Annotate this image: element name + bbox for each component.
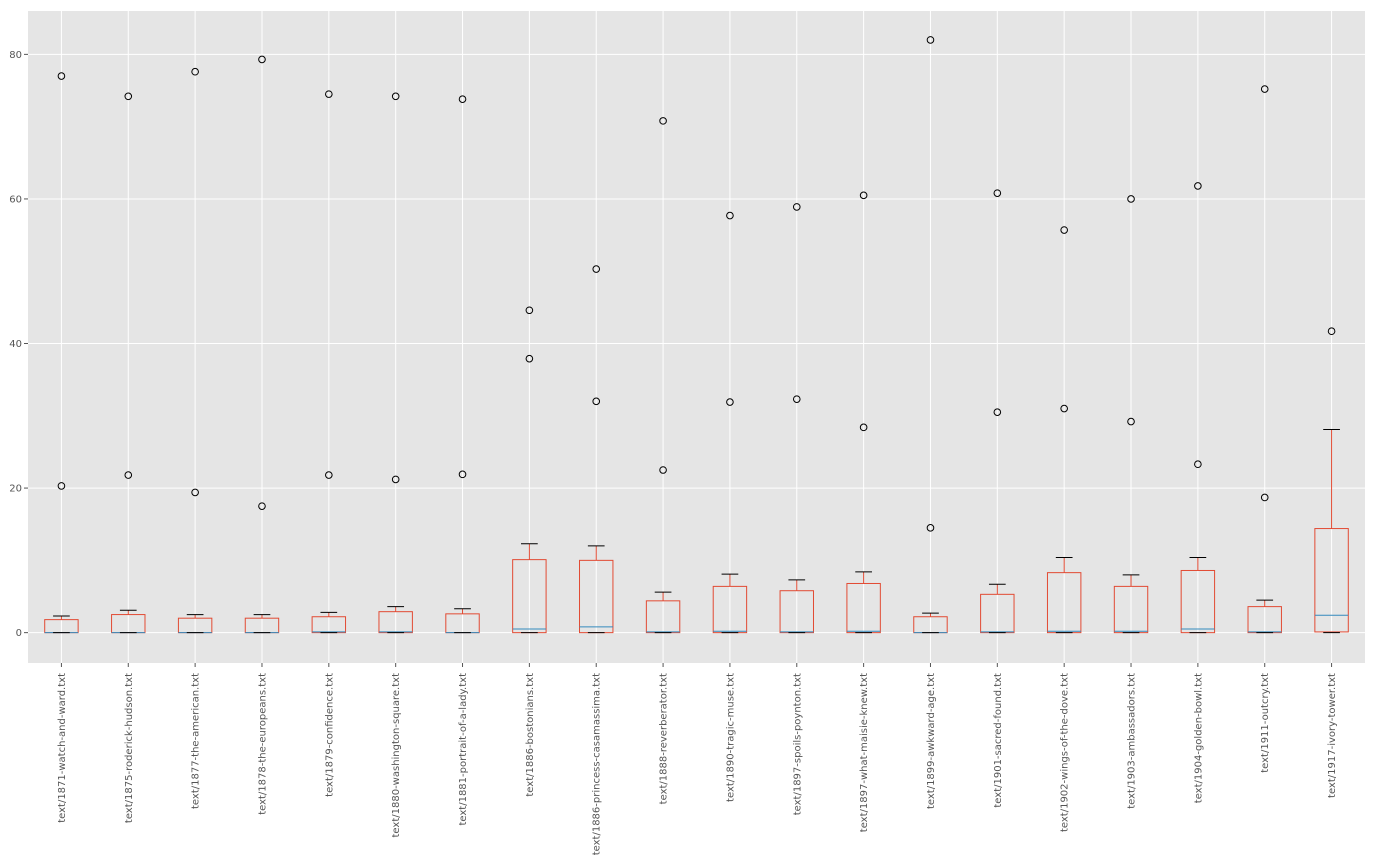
x-tick-label: text/1901-sacred-found.txt xyxy=(993,673,1004,808)
box-group xyxy=(846,191,881,634)
box-group xyxy=(1046,226,1082,634)
flier-point xyxy=(124,471,133,479)
x-tick-label: text/1879-confidence.txt xyxy=(324,673,335,797)
x-tick-label: text/1899-awkward-age.txt xyxy=(926,673,937,809)
flier-point xyxy=(1127,195,1135,203)
x-tick-label: text/1878-the-europeans.txt xyxy=(257,673,268,815)
flier-point xyxy=(659,466,667,474)
x-tick-label: text/1917-ivory-tower.txt xyxy=(1327,673,1338,798)
x-tick-label: text/1904-golden-bowl.txt xyxy=(1193,673,1204,803)
flier-point xyxy=(1260,493,1269,502)
flier-point xyxy=(792,203,801,211)
box-group xyxy=(512,306,547,634)
box xyxy=(1314,528,1349,633)
box-group xyxy=(913,36,948,634)
flier-point xyxy=(258,55,266,64)
flier-point xyxy=(1327,327,1336,336)
x-tick-label: text/1897-what-maisie-knew.txt xyxy=(859,673,870,832)
x-tick-label: text/1877-the-american.txt xyxy=(191,673,202,809)
flier-point xyxy=(458,95,467,103)
flier-point xyxy=(1194,460,1202,469)
x-tick-label: text/1881-portrait-of-a-lady.txt xyxy=(458,673,469,826)
flier-point xyxy=(325,471,333,479)
box-group xyxy=(311,90,347,634)
flier-point xyxy=(525,306,534,315)
x-tick-label: text/1911-outcry.txt xyxy=(1260,673,1271,773)
flier-point xyxy=(859,423,868,432)
flier-point xyxy=(325,90,333,98)
y-tick-label: 80 xyxy=(9,50,22,61)
flier-point xyxy=(391,475,400,484)
flier-point xyxy=(1060,404,1068,413)
flier-point xyxy=(57,72,66,80)
x-tick-label: text/1897-spoils-poynton.txt xyxy=(792,673,803,815)
flier-point xyxy=(592,265,601,273)
box-group xyxy=(645,117,681,634)
flier-point xyxy=(525,354,534,363)
box-group xyxy=(579,265,614,634)
box-group xyxy=(1314,327,1349,634)
flier-point xyxy=(191,67,199,76)
flier-point xyxy=(926,36,935,44)
plot-panel xyxy=(28,11,1365,663)
flier-point xyxy=(926,524,935,532)
flier-point xyxy=(391,92,400,101)
x-tick-label: text/1886-princess-casamassima.txt xyxy=(592,673,603,855)
flier-point xyxy=(258,502,266,510)
y-tick-label: 60 xyxy=(9,194,22,205)
flier-point xyxy=(993,189,1002,197)
flier-point xyxy=(1127,417,1135,426)
x-tick-label: text/1903-ambassadors.txt xyxy=(1127,673,1138,809)
flier-point xyxy=(1260,85,1269,93)
box-group xyxy=(44,72,79,634)
box-group xyxy=(1247,85,1282,634)
box-group xyxy=(1180,182,1216,634)
x-tick-label: text/1875-roderick-hudson.txt xyxy=(124,673,135,823)
x-tick-label: text/1890-tragic-muse.txt xyxy=(725,673,736,802)
flier-point xyxy=(57,482,66,490)
flier-point xyxy=(1060,226,1068,234)
y-tick-label: 40 xyxy=(9,339,22,350)
y-tick-label: 0 xyxy=(16,628,22,639)
x-tick-label: text/1886-bostonians.txt xyxy=(525,673,536,797)
flier-point xyxy=(726,211,734,220)
flier-point xyxy=(1194,182,1202,190)
box-group xyxy=(712,211,748,634)
flier-point xyxy=(458,470,467,479)
flier-point xyxy=(124,92,133,101)
x-tick-label: text/1871-watch-and-ward.txt xyxy=(57,673,68,823)
x-tick-label: text/1902-wings-of-the-dove.txt xyxy=(1060,673,1071,832)
flier-point xyxy=(191,488,199,497)
box-group xyxy=(111,92,146,634)
box-group xyxy=(779,203,814,634)
flier-point xyxy=(592,397,601,406)
box-group xyxy=(378,92,413,634)
flier-point xyxy=(726,398,734,406)
flier-point xyxy=(792,395,801,403)
box-group xyxy=(445,95,480,634)
x-axis: text/1871-watch-and-ward.txt text/1875-ro… xyxy=(57,663,1338,855)
x-tick-label: text/1888-reverberator.txt xyxy=(659,673,670,804)
flier-point xyxy=(659,117,667,125)
box-group xyxy=(1113,195,1149,634)
box-group xyxy=(980,189,1015,634)
boxes-layer xyxy=(44,36,1349,634)
flier-point xyxy=(993,408,1002,416)
box-group xyxy=(244,55,280,634)
y-axis: 0 20 40 60 80 xyxy=(9,50,28,639)
y-tick-label: 20 xyxy=(9,484,22,495)
flier-point xyxy=(859,191,868,200)
x-tick-label: text/1880-washington-square.txt xyxy=(391,673,402,838)
box-group xyxy=(177,67,213,634)
